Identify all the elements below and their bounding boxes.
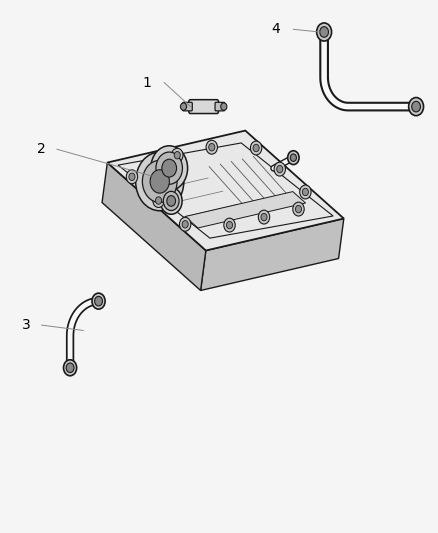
Circle shape [156,152,183,184]
Circle shape [95,296,102,306]
Circle shape [163,191,179,211]
Circle shape [167,196,176,206]
Circle shape [320,27,328,37]
Circle shape [261,213,267,221]
Text: 1: 1 [142,76,151,90]
Circle shape [302,188,308,196]
Circle shape [317,23,332,41]
Text: 3: 3 [22,318,31,332]
Circle shape [224,218,235,232]
Text: 4: 4 [272,22,280,36]
FancyBboxPatch shape [215,102,225,111]
Circle shape [277,165,283,173]
Circle shape [253,144,259,152]
Circle shape [412,101,420,112]
Circle shape [142,160,177,203]
Circle shape [258,210,270,224]
Circle shape [409,98,424,116]
Polygon shape [107,131,344,251]
Circle shape [293,202,304,216]
Circle shape [274,162,286,176]
Circle shape [206,140,217,154]
Circle shape [153,193,164,207]
Circle shape [129,173,135,181]
Polygon shape [102,163,206,290]
Circle shape [180,217,191,231]
Circle shape [251,141,262,155]
Circle shape [92,293,105,309]
Circle shape [162,159,177,177]
Polygon shape [185,191,306,228]
Circle shape [136,152,184,211]
Circle shape [160,188,182,214]
Polygon shape [201,219,344,290]
FancyBboxPatch shape [183,102,192,111]
Circle shape [172,148,183,162]
Circle shape [66,363,74,373]
Circle shape [174,151,180,159]
Circle shape [182,221,188,228]
Circle shape [155,197,162,204]
Text: 2: 2 [37,142,46,156]
Circle shape [288,151,299,165]
Circle shape [290,154,297,161]
Circle shape [226,221,233,229]
Circle shape [221,103,227,110]
Circle shape [296,205,301,213]
Circle shape [300,185,311,199]
FancyBboxPatch shape [189,100,219,114]
Circle shape [64,360,77,376]
Circle shape [151,146,187,191]
Circle shape [126,170,138,184]
Circle shape [180,103,187,110]
Circle shape [209,143,215,151]
Circle shape [150,169,170,193]
